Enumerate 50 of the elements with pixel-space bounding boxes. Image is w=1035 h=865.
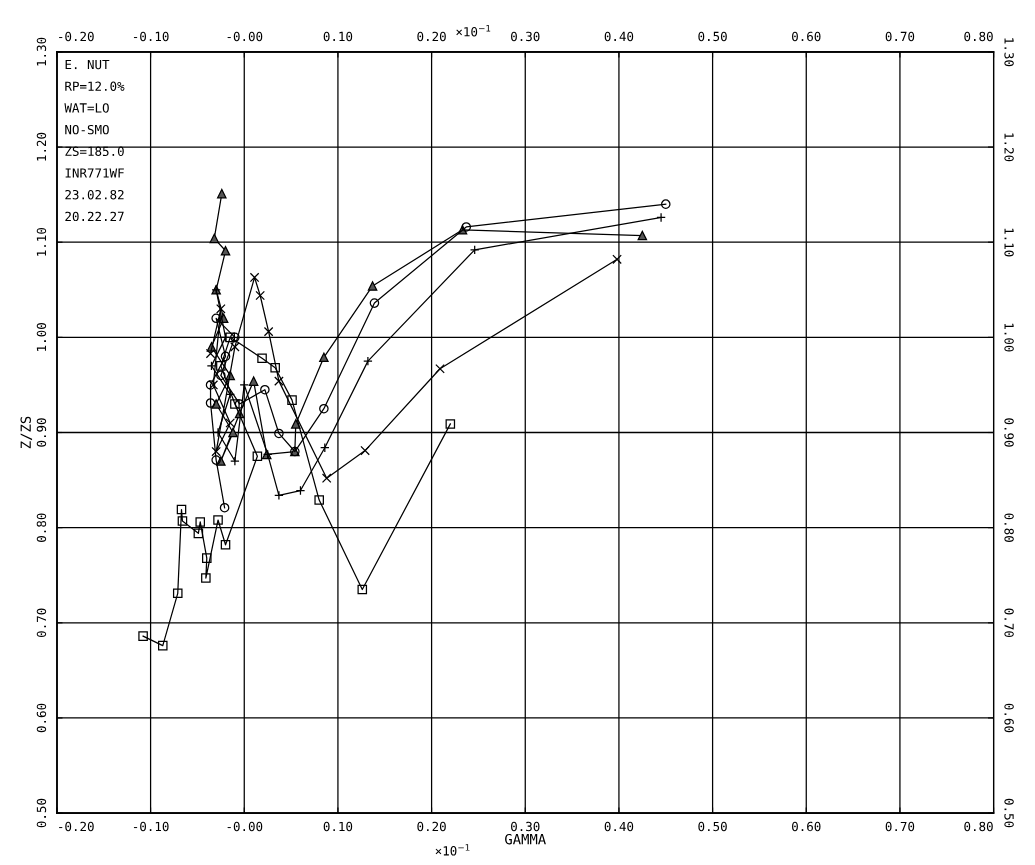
x2-tick-label: 0.30 xyxy=(511,31,540,42)
x2-tick-label: 0.40 xyxy=(604,31,634,42)
x2-tick-label: -0.10 xyxy=(133,31,169,42)
x2-tick-label: -0.00 xyxy=(227,31,263,42)
x2-tick-label: 0.10 xyxy=(323,31,353,42)
y2-tick-label: 0.80 xyxy=(1004,513,1014,542)
y2-tick-label: 0.90 xyxy=(1004,418,1014,447)
x2-tick-label: 0.20 xyxy=(417,31,446,42)
x-tick-label: 0.60 xyxy=(792,821,821,832)
annotation: INR771WF xyxy=(65,168,124,178)
x2-tick-label: 0.80 xyxy=(964,31,993,42)
y-tick-label: 1.00 xyxy=(36,323,47,351)
annotation: ZS=185.0 xyxy=(65,146,124,157)
x-tick-label: 0.40 xyxy=(604,821,634,832)
x2-tick-label: -0.20 xyxy=(59,31,94,42)
y-tick-label: 0.90 xyxy=(36,418,47,447)
x-axis-title: GAMMA xyxy=(505,833,546,845)
annotation: NO-SMO xyxy=(65,124,109,135)
y2-tick-label: 1.00 xyxy=(1004,323,1014,352)
x2-tick-label: 0.70 xyxy=(885,31,915,42)
x-tick-label: -0.10 xyxy=(133,821,169,832)
x2-tick-label: 0.60 xyxy=(792,31,821,42)
y2-tick-label: 1.10 xyxy=(1004,228,1014,257)
x-tick-label: 0.30 xyxy=(511,821,540,832)
y-tick-label: 1.10 xyxy=(36,227,47,256)
y-tick-label: 1.20 xyxy=(36,132,47,161)
y-tick-label: 0.60 xyxy=(36,703,47,733)
x-tick-label: 0.50 xyxy=(698,821,727,832)
text: ×10$^{−1}$ xyxy=(435,844,470,856)
annotation: 20.22.27 xyxy=(65,211,124,222)
x-tick-label: -0.20 xyxy=(59,821,94,832)
x-tick-label: 0.10 xyxy=(323,821,353,832)
annotation: 23.02.82 xyxy=(65,189,124,200)
annotation: WAT=LO xyxy=(64,103,109,113)
y2-tick-label: 0.70 xyxy=(1004,608,1014,638)
x-tick-label: 0.20 xyxy=(417,821,446,832)
y-tick-label: 0.70 xyxy=(36,608,47,638)
y-axis-title: Z/ZS xyxy=(20,416,33,449)
x2-tick-label: 0.50 xyxy=(698,31,727,42)
text: ×10$^{−1}$ xyxy=(456,25,491,37)
y-tick-label: 0.80 xyxy=(36,513,47,542)
x-tick-label: 0.70 xyxy=(885,821,915,832)
x-tick-label: 0.80 xyxy=(964,821,993,832)
y2-tick-label: 1.20 xyxy=(1004,133,1014,162)
annotation: E. NUT xyxy=(65,59,110,70)
x-tick-label: -0.00 xyxy=(227,821,263,832)
y2-tick-label: 0.60 xyxy=(1004,703,1014,733)
y2-tick-label: 1.30 xyxy=(1004,38,1014,67)
annotation: RP=12.0% xyxy=(65,81,125,91)
y-tick-label: 1.30 xyxy=(36,37,47,66)
